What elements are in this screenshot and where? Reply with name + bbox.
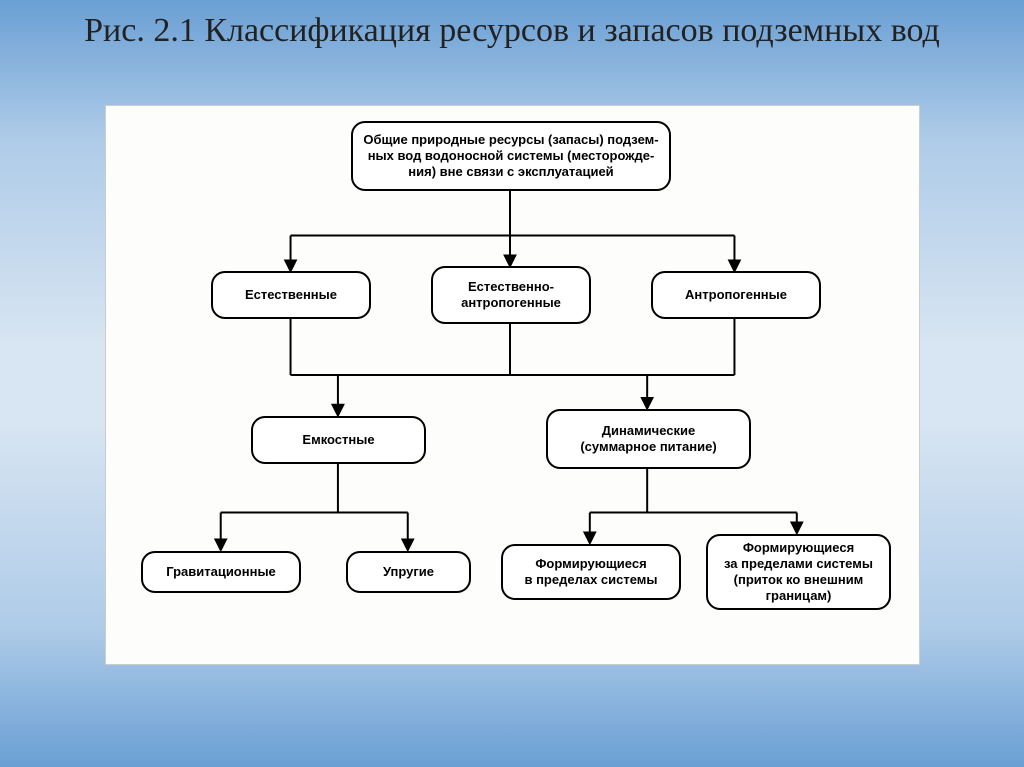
node-elastic: Упругие: [346, 551, 471, 593]
slide: Рис. 2.1 Классификация ресурсов и запасо…: [0, 0, 1024, 767]
node-dynamic: Динамические(суммарное питание): [546, 409, 751, 469]
slide-title: Рис. 2.1 Классификация ресурсов и запасо…: [0, 10, 1024, 53]
node-label: Антропогенные: [685, 287, 787, 303]
diagram-container: Общие природные ресурсы (запасы) подзем-…: [105, 105, 920, 665]
node-label: Динамические(суммарное питание): [580, 423, 716, 456]
node-anthropogenic: Антропогенные: [651, 271, 821, 319]
node-label: Гравитационные: [166, 564, 276, 580]
flowchart: Общие природные ресурсы (запасы) подзем-…: [106, 106, 919, 664]
node-forming-outside: Формирующиесяза пределами системы(приток…: [706, 534, 891, 610]
node-root: Общие природные ресурсы (запасы) подзем-…: [351, 121, 671, 191]
node-label: Упругие: [383, 564, 434, 580]
node-label: Формирующиесяв пределах системы: [524, 556, 657, 589]
node-label: Емкостные: [302, 432, 374, 448]
node-label: Формирующиесяза пределами системы(приток…: [724, 540, 873, 605]
node-label: Естественные: [245, 287, 337, 303]
node-natural-anthropogenic: Естественно-антропогенные: [431, 266, 591, 324]
node-natural: Естественные: [211, 271, 371, 319]
node-label: Естественно-антропогенные: [461, 279, 561, 312]
node-forming-inside: Формирующиесяв пределах системы: [501, 544, 681, 600]
node-label: Общие природные ресурсы (запасы) подзем-…: [363, 132, 658, 181]
node-gravitational: Гравитационные: [141, 551, 301, 593]
node-capacitive: Емкостные: [251, 416, 426, 464]
